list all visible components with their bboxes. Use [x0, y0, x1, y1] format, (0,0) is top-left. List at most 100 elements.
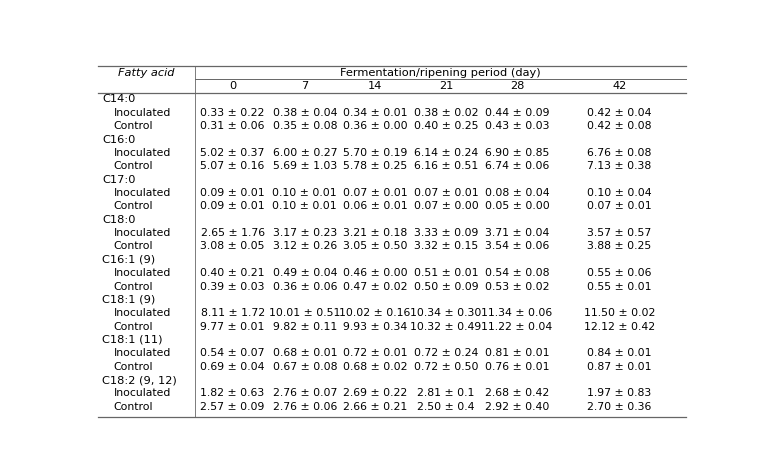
Text: 1.97 ± 0.83: 1.97 ± 0.83: [588, 388, 652, 399]
Text: Control: Control: [114, 321, 154, 332]
Text: 2.81 ± 0.1: 2.81 ± 0.1: [417, 388, 474, 399]
Text: 3.17 ± 0.23: 3.17 ± 0.23: [273, 228, 337, 238]
Text: 0: 0: [229, 81, 236, 91]
Text: 0.47 ± 0.02: 0.47 ± 0.02: [343, 282, 407, 292]
Text: 0.40 ± 0.25: 0.40 ± 0.25: [414, 121, 478, 131]
Text: 0.67 ± 0.08: 0.67 ± 0.08: [273, 362, 337, 372]
Text: 0.55 ± 0.06: 0.55 ± 0.06: [588, 268, 652, 278]
Text: 0.69 ± 0.04: 0.69 ± 0.04: [200, 362, 265, 372]
Text: 7: 7: [301, 81, 309, 91]
Text: 0.36 ± 0.00: 0.36 ± 0.00: [343, 121, 407, 131]
Text: 0.36 ± 0.06: 0.36 ± 0.06: [273, 282, 337, 292]
Text: Fatty acid: Fatty acid: [118, 68, 175, 78]
Text: 0.68 ± 0.02: 0.68 ± 0.02: [343, 362, 407, 372]
Text: 0.87 ± 0.01: 0.87 ± 0.01: [588, 362, 652, 372]
Text: 12.12 ± 0.42: 12.12 ± 0.42: [584, 321, 655, 332]
Text: 0.49 ± 0.04: 0.49 ± 0.04: [273, 268, 337, 278]
Text: 14: 14: [367, 81, 382, 91]
Text: 0.08 ± 0.04: 0.08 ± 0.04: [485, 188, 549, 198]
Text: 3.88 ± 0.25: 3.88 ± 0.25: [588, 241, 652, 251]
Text: 2.68 ± 0.42: 2.68 ± 0.42: [485, 388, 549, 399]
Text: 2.57 ± 0.09: 2.57 ± 0.09: [200, 402, 265, 412]
Text: 10.02 ± 0.16: 10.02 ± 0.16: [339, 308, 411, 318]
Text: C18:2 (9, 12): C18:2 (9, 12): [102, 375, 176, 385]
Text: 2.92 ± 0.40: 2.92 ± 0.40: [485, 402, 549, 412]
Text: 0.72 ± 0.24: 0.72 ± 0.24: [414, 348, 478, 358]
Text: 6.90 ± 0.85: 6.90 ± 0.85: [485, 148, 549, 158]
Text: 0.54 ± 0.07: 0.54 ± 0.07: [200, 348, 265, 358]
Text: Control: Control: [114, 161, 154, 171]
Text: Inoculated: Inoculated: [114, 188, 171, 198]
Text: Inoculated: Inoculated: [114, 308, 171, 318]
Text: 2.50 ± 0.4: 2.50 ± 0.4: [417, 402, 474, 412]
Text: 8.11 ± 1.72: 8.11 ± 1.72: [200, 308, 264, 318]
Text: 3.71 ± 0.04: 3.71 ± 0.04: [485, 228, 549, 238]
Text: 9.82 ± 0.11: 9.82 ± 0.11: [273, 321, 337, 332]
Text: C14:0: C14:0: [102, 94, 135, 104]
Text: 0.43 ± 0.03: 0.43 ± 0.03: [485, 121, 549, 131]
Text: 28: 28: [510, 81, 524, 91]
Text: 11.50 ± 0.02: 11.50 ± 0.02: [584, 308, 656, 318]
Text: 5.78 ± 0.25: 5.78 ± 0.25: [343, 161, 407, 171]
Text: 0.34 ± 0.01: 0.34 ± 0.01: [343, 108, 407, 118]
Text: Control: Control: [114, 201, 154, 211]
Text: 21: 21: [439, 81, 453, 91]
Text: Inoculated: Inoculated: [114, 108, 171, 118]
Text: 2.65 ± 1.76: 2.65 ± 1.76: [200, 228, 264, 238]
Text: 5.02 ± 0.37: 5.02 ± 0.37: [200, 148, 265, 158]
Text: 3.57 ± 0.57: 3.57 ± 0.57: [588, 228, 652, 238]
Text: Inoculated: Inoculated: [114, 228, 171, 238]
Text: 0.10 ± 0.04: 0.10 ± 0.04: [588, 188, 652, 198]
Text: 0.07 ± 0.00: 0.07 ± 0.00: [413, 201, 478, 211]
Text: 6.16 ± 0.51: 6.16 ± 0.51: [414, 161, 478, 171]
Text: 0.39 ± 0.03: 0.39 ± 0.03: [200, 282, 265, 292]
Text: Control: Control: [114, 282, 154, 292]
Text: C18:0: C18:0: [102, 215, 135, 225]
Text: 3.32 ± 0.15: 3.32 ± 0.15: [414, 241, 478, 251]
Text: 0.72 ± 0.50: 0.72 ± 0.50: [414, 362, 478, 372]
Text: 0.31 ± 0.06: 0.31 ± 0.06: [200, 121, 265, 131]
Text: Control: Control: [114, 121, 154, 131]
Text: 9.77 ± 0.01: 9.77 ± 0.01: [200, 321, 265, 332]
Text: Inoculated: Inoculated: [114, 148, 171, 158]
Text: 10.34 ± 0.30: 10.34 ± 0.30: [410, 308, 482, 318]
Text: 3.21 ± 0.18: 3.21 ± 0.18: [343, 228, 407, 238]
Text: 3.05 ± 0.50: 3.05 ± 0.50: [343, 241, 407, 251]
Text: 11.22 ± 0.04: 11.22 ± 0.04: [481, 321, 552, 332]
Text: 2.69 ± 0.22: 2.69 ± 0.22: [343, 388, 407, 399]
Text: Control: Control: [114, 362, 154, 372]
Text: 0.68 ± 0.01: 0.68 ± 0.01: [273, 348, 337, 358]
Text: 0.54 ± 0.08: 0.54 ± 0.08: [485, 268, 549, 278]
Text: 6.14 ± 0.24: 6.14 ± 0.24: [414, 148, 478, 158]
Text: C16:1 (9): C16:1 (9): [102, 255, 155, 265]
Text: 0.76 ± 0.01: 0.76 ± 0.01: [485, 362, 549, 372]
Text: 0.05 ± 0.00: 0.05 ± 0.00: [484, 201, 549, 211]
Text: 0.44 ± 0.09: 0.44 ± 0.09: [485, 108, 549, 118]
Text: 2.70 ± 0.36: 2.70 ± 0.36: [588, 402, 652, 412]
Text: 10.32 ± 0.49: 10.32 ± 0.49: [410, 321, 481, 332]
Text: 1.82 ± 0.63: 1.82 ± 0.63: [200, 388, 264, 399]
Text: Control: Control: [114, 402, 154, 412]
Text: 0.35 ± 0.08: 0.35 ± 0.08: [273, 121, 337, 131]
Text: 0.46 ± 0.00: 0.46 ± 0.00: [343, 268, 407, 278]
Text: 2.76 ± 0.06: 2.76 ± 0.06: [273, 402, 337, 412]
Text: 42: 42: [613, 81, 626, 91]
Text: 5.70 ± 0.19: 5.70 ± 0.19: [343, 148, 407, 158]
Text: 10.01 ± 0.51: 10.01 ± 0.51: [269, 308, 341, 318]
Text: 0.40 ± 0.21: 0.40 ± 0.21: [200, 268, 265, 278]
Text: 0.72 ± 0.01: 0.72 ± 0.01: [343, 348, 407, 358]
Text: 5.07 ± 0.16: 5.07 ± 0.16: [200, 161, 265, 171]
Text: 3.33 ± 0.09: 3.33 ± 0.09: [414, 228, 478, 238]
Text: 3.12 ± 0.26: 3.12 ± 0.26: [273, 241, 337, 251]
Text: 6.76 ± 0.08: 6.76 ± 0.08: [588, 148, 652, 158]
Text: 0.07 ± 0.01: 0.07 ± 0.01: [414, 188, 478, 198]
Text: 0.42 ± 0.04: 0.42 ± 0.04: [588, 108, 652, 118]
Text: 0.84 ± 0.01: 0.84 ± 0.01: [588, 348, 652, 358]
Text: 0.38 ± 0.02: 0.38 ± 0.02: [414, 108, 478, 118]
Text: 0.38 ± 0.04: 0.38 ± 0.04: [273, 108, 337, 118]
Text: 6.00 ± 0.27: 6.00 ± 0.27: [273, 148, 337, 158]
Text: 0.42 ± 0.08: 0.42 ± 0.08: [588, 121, 652, 131]
Text: 0.33 ± 0.22: 0.33 ± 0.22: [200, 108, 265, 118]
Text: 0.53 ± 0.02: 0.53 ± 0.02: [485, 282, 549, 292]
Text: C17:0: C17:0: [102, 174, 135, 184]
